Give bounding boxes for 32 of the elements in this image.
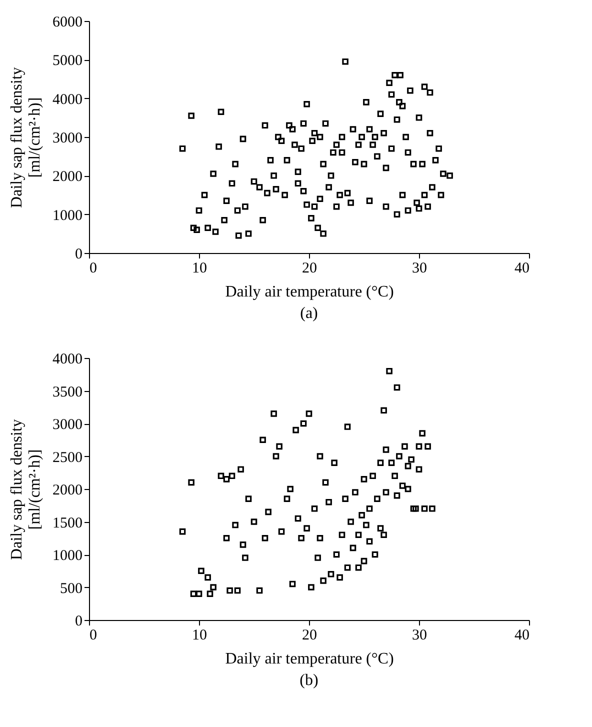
y-axis-title: Daily sap flux density [ml/(cm²·h)]	[8, 419, 44, 560]
y-tick-label: 2000	[52, 482, 82, 498]
y-tick-label: 1500	[52, 515, 82, 532]
x-tick-label: 10	[192, 628, 207, 644]
y-tick-label: 6000	[52, 14, 82, 30]
y-tick-label: 3500	[52, 384, 82, 400]
y-tick-label: 0	[75, 614, 82, 630]
x-tick-label: 0	[90, 260, 97, 276]
x-tick-label: 0	[90, 628, 97, 644]
y-tick-label: 4000	[52, 352, 82, 368]
x-tick-label: 30	[412, 260, 427, 276]
y-tick-label: 500	[60, 580, 82, 597]
x-axis-title: Daily air temperature (°C)	[225, 650, 394, 668]
x-tick-label: 10	[192, 260, 207, 276]
text: (b)	[300, 672, 318, 689]
x-tick-label: 40	[514, 628, 530, 644]
x-axis-title: Daily air temperature (°C)	[225, 284, 394, 300]
x-tick-label: 20	[302, 628, 317, 644]
y-tick-label: 1000	[52, 548, 82, 564]
y-tick-label: 3000	[52, 417, 82, 433]
x-tick-label: 30	[412, 628, 427, 644]
y-tick-label: 2000	[52, 169, 82, 186]
y-axis-title: Daily sap flux density [ml/(cm²·h)]	[8, 67, 44, 208]
y-tick-label: 3000	[52, 130, 82, 146]
text: (a)	[300, 305, 318, 322]
y-tick-label: 2500	[52, 450, 82, 466]
y-tick-label: 1000	[52, 208, 82, 224]
y-tick-label: 5000	[52, 53, 82, 70]
y-tick-label: 4000	[52, 92, 82, 108]
x-tick-label: 20	[302, 260, 317, 276]
y-tick-label: 0	[75, 246, 82, 262]
x-tick-label: 40	[514, 260, 530, 276]
